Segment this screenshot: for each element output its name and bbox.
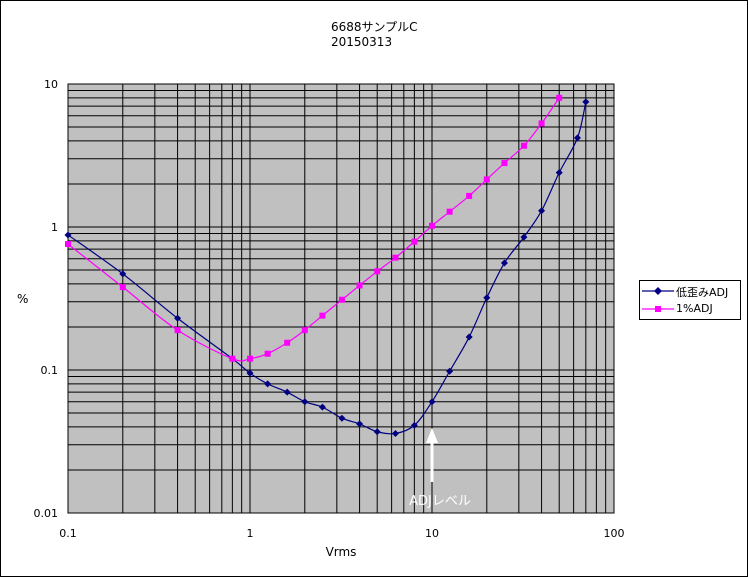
x-axis-ticks: 0.1 1 10 100 xyxy=(59,527,624,540)
data-point-square xyxy=(119,284,126,291)
data-point-diamond xyxy=(446,367,454,375)
data-point-square xyxy=(284,339,291,346)
y-tick-label: 1 xyxy=(51,221,58,234)
data-point-square xyxy=(483,176,490,183)
legend: 低歪みADJ 1%ADJ xyxy=(639,280,741,320)
chart-title: 6688サンプルC xyxy=(331,20,418,34)
series-layer xyxy=(64,94,590,437)
legend-label: 1%ADJ xyxy=(676,302,713,315)
data-point-diamond xyxy=(582,98,590,106)
y-tick-label: 0.01 xyxy=(34,507,59,520)
data-point-diamond xyxy=(338,414,346,422)
data-point-square xyxy=(446,208,453,215)
data-point-diamond xyxy=(428,398,436,406)
data-point-square xyxy=(466,192,473,199)
data-point-square xyxy=(501,160,508,167)
data-point-diamond xyxy=(410,421,418,429)
data-point-diamond xyxy=(174,314,182,322)
adj-level-annotation: ADJレベル xyxy=(409,428,471,509)
data-point-diamond xyxy=(356,420,364,428)
data-point-square xyxy=(65,241,71,248)
x-tick-label: 1 xyxy=(247,527,254,540)
x-axis-title: Vrms xyxy=(326,545,357,559)
grid-lines xyxy=(68,84,614,513)
data-point-diamond xyxy=(483,294,491,302)
legend-swatch-low-distortion xyxy=(642,287,674,295)
data-point-diamond xyxy=(538,207,546,215)
data-point-square xyxy=(556,94,563,101)
data-point-square xyxy=(301,327,308,334)
data-point-diamond xyxy=(500,259,508,267)
data-point-diamond xyxy=(555,169,563,177)
data-point-diamond xyxy=(520,233,528,241)
legend-entry-low-distortion: 低歪みADJ xyxy=(640,283,740,299)
y-tick-label: 10 xyxy=(44,78,58,91)
data-point-square xyxy=(429,222,435,229)
data-point-square xyxy=(392,254,399,261)
legend-label: 低歪みADJ xyxy=(676,286,729,299)
data-point-diamond xyxy=(246,369,254,377)
data-point-square xyxy=(374,268,381,275)
annotation-label: ADJレベル xyxy=(409,494,471,509)
x-tick-label: 100 xyxy=(604,527,625,540)
x-tick-label: 10 xyxy=(425,527,439,540)
data-point-square xyxy=(319,312,326,319)
data-point-square xyxy=(247,355,253,362)
series-line-1 xyxy=(67,97,560,362)
legend-entry-1pct: 1%ADJ xyxy=(640,301,740,317)
data-point-diamond xyxy=(318,403,326,411)
annotation-arrow-head xyxy=(426,428,438,443)
legend-swatch-1pct xyxy=(642,306,674,312)
data-point-square xyxy=(356,282,363,289)
data-point-square xyxy=(174,327,181,334)
data-point-diamond xyxy=(373,428,381,436)
data-point-diamond xyxy=(573,134,581,142)
chart-subtitle: 20150313 xyxy=(331,35,393,49)
data-point-diamond xyxy=(301,398,309,406)
data-point-diamond xyxy=(391,429,399,437)
y-axis-title: % xyxy=(17,292,28,306)
data-point-square xyxy=(338,296,345,303)
data-point-diamond xyxy=(465,333,473,341)
data-point-diamond xyxy=(264,380,272,388)
data-point-square xyxy=(538,120,545,127)
y-axis-ticks: 0.01 0.1 1 10 xyxy=(34,78,59,520)
x-tick-label: 0.1 xyxy=(59,527,77,540)
y-tick-label: 0.1 xyxy=(41,364,59,377)
data-point-diamond xyxy=(283,388,291,396)
data-point-square xyxy=(520,142,527,149)
data-point-square xyxy=(411,238,418,245)
data-point-diamond xyxy=(119,270,127,278)
data-point-square xyxy=(264,350,271,357)
data-point-square xyxy=(229,355,236,362)
data-point-diamond xyxy=(64,231,72,239)
